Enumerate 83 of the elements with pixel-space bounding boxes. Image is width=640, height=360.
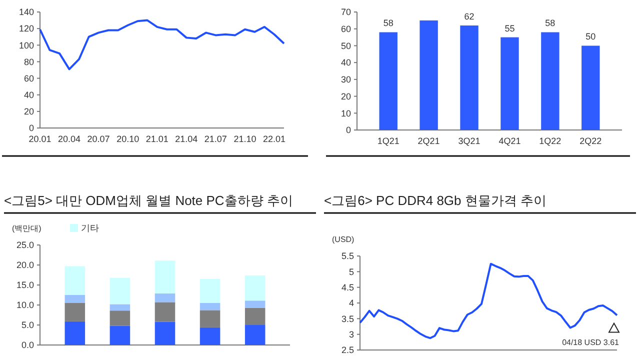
x-tick-label: 20.01 — [28, 134, 52, 144]
y-tick-label: 30 — [340, 74, 351, 85]
bar — [541, 32, 560, 130]
data-label: 62 — [464, 11, 474, 22]
data-label: 58 — [545, 18, 556, 28]
y-tick-label: 10.0 — [16, 300, 34, 310]
x-tick-label: 20.10 — [116, 134, 140, 144]
x-tick-label: 3Q21 — [458, 136, 480, 146]
data-label: 50 — [586, 32, 596, 42]
y-tick-label: 5.0 — [21, 320, 34, 330]
y-tick-label: 3 — [348, 329, 354, 340]
y-tick-label: 15.0 — [16, 280, 34, 290]
bar — [154, 293, 176, 302]
line-series — [39, 19, 285, 70]
y-tick-label: 120 — [18, 24, 34, 34]
y-tick-label: 0 — [28, 123, 34, 134]
line-series — [359, 262, 618, 340]
y-tick-label: 40 — [340, 58, 351, 68]
y-tick-label: 20 — [340, 91, 351, 102]
y-tick-label: 0.0 — [21, 340, 34, 350]
x-tick-label: 21.04 — [175, 134, 198, 144]
x-tick-label: 21.10 — [234, 134, 256, 144]
bar — [200, 303, 220, 310]
y-tick-label: 3.5 — [341, 314, 354, 324]
bar — [64, 321, 86, 345]
y-tick-label: 5 — [348, 266, 354, 277]
bar — [200, 327, 220, 345]
x-tick-label: 20.04 — [58, 134, 81, 144]
x-tick-label: 2Q21 — [418, 136, 440, 146]
y-tick-label: 60 — [24, 73, 34, 84]
y-axis-title: (USD) — [332, 235, 355, 244]
data-label: 58 — [383, 18, 394, 28]
y-tick-label: 4 — [348, 298, 354, 308]
bar — [244, 324, 266, 345]
bar — [110, 326, 130, 345]
annotation: 04/18 USD 3.61 — [562, 338, 620, 348]
x-tick-label: 1Q22 — [539, 136, 562, 146]
y-tick-label: 50 — [340, 40, 351, 51]
chart-title: <그림5> 대만 ODM업체 월별 Note PC출하량 추이 — [4, 193, 293, 208]
x-tick-label: 20.07 — [87, 134, 110, 144]
y-tick-label: 70 — [340, 7, 351, 18]
y-tick-label: 20 — [24, 106, 34, 117]
bar — [64, 303, 86, 322]
x-tick-label: 1Q21 — [377, 136, 400, 146]
legend-label: 기타 — [81, 223, 99, 233]
y-tick-label: 60 — [340, 24, 351, 34]
bar — [154, 260, 176, 294]
bar — [200, 310, 220, 328]
bar — [64, 266, 86, 295]
bar — [110, 304, 130, 311]
bar — [420, 20, 438, 130]
y-axis-title: (백만대) — [12, 224, 42, 233]
bar — [460, 25, 478, 130]
x-tick-label: 21.07 — [204, 134, 227, 144]
bar — [154, 302, 176, 322]
x-tick-label: 4Q21 — [498, 136, 521, 146]
chart-title: <그림6> PC DDR4 8Gb 현물가격 추이 — [324, 193, 546, 208]
data-label: 55 — [504, 23, 515, 34]
bar — [500, 37, 519, 130]
bar — [110, 310, 130, 326]
y-tick-label: 40 — [24, 90, 34, 100]
x-tick-label: 21.01 — [146, 134, 168, 144]
y-tick-label: 10 — [340, 108, 351, 118]
y-tick-label: 5.5 — [341, 251, 354, 262]
bar — [244, 275, 266, 301]
bar — [154, 322, 176, 345]
y-tick-label: 0 — [346, 125, 351, 136]
bar — [200, 279, 220, 303]
y-tick-label: 80 — [24, 56, 34, 67]
bar — [244, 308, 266, 325]
bar — [582, 46, 600, 130]
y-tick-label: 20.0 — [16, 260, 34, 270]
y-tick-label: 25.0 — [16, 240, 34, 250]
bar — [110, 278, 130, 304]
y-tick-label: 4.5 — [341, 282, 354, 292]
bar — [244, 300, 266, 308]
bar — [379, 32, 398, 130]
bar — [64, 295, 86, 303]
x-tick-label: 2Q22 — [580, 136, 602, 146]
x-tick-label: 22.01 — [262, 134, 286, 144]
y-tick-label: 100 — [18, 40, 34, 50]
y-tick-label: 140 — [18, 7, 34, 18]
y-tick-label: 2.5 — [341, 345, 354, 356]
